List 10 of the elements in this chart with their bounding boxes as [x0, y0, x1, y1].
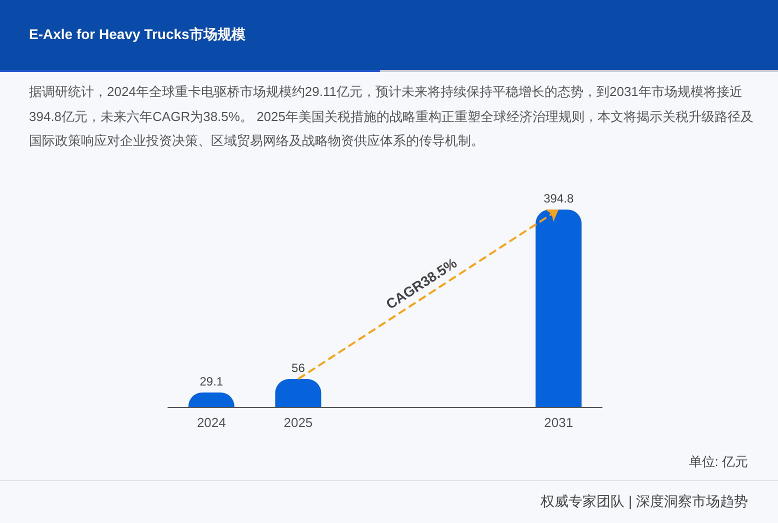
- data-label: 56: [292, 361, 306, 375]
- x-tick-label: 2024: [196, 415, 226, 430]
- text: 权威专家团队 | 深度洞察市场趋势: [540, 493, 748, 511]
- text: 单位: 亿元: [688, 453, 748, 471]
- x-tick-label: 2031: [544, 415, 574, 430]
- x-tick-label: 2025: [284, 415, 313, 430]
- chart-title: E-Axle for Heavy Trucks市场规模: [29, 26, 246, 44]
- data-label: 394.8: [544, 192, 574, 206]
- chart-subtitle: 据调研统计，2024年全球重卡电驱桥市场规模约29.11亿元，预计未来将持续保持平稳增长的态势，到2031年市场规模将接近394.8亿元，未来六年CAGR为38.5%。 2025年美国关税措施的战略重构正重塑全球经济治理规则，本文将揭示关税升级路径及国际政策响应对企业投资决策、区域贸易网络及战略物资供应体系的传导机制。: [29, 83, 754, 150]
- data-label: 29.1: [200, 374, 224, 388]
